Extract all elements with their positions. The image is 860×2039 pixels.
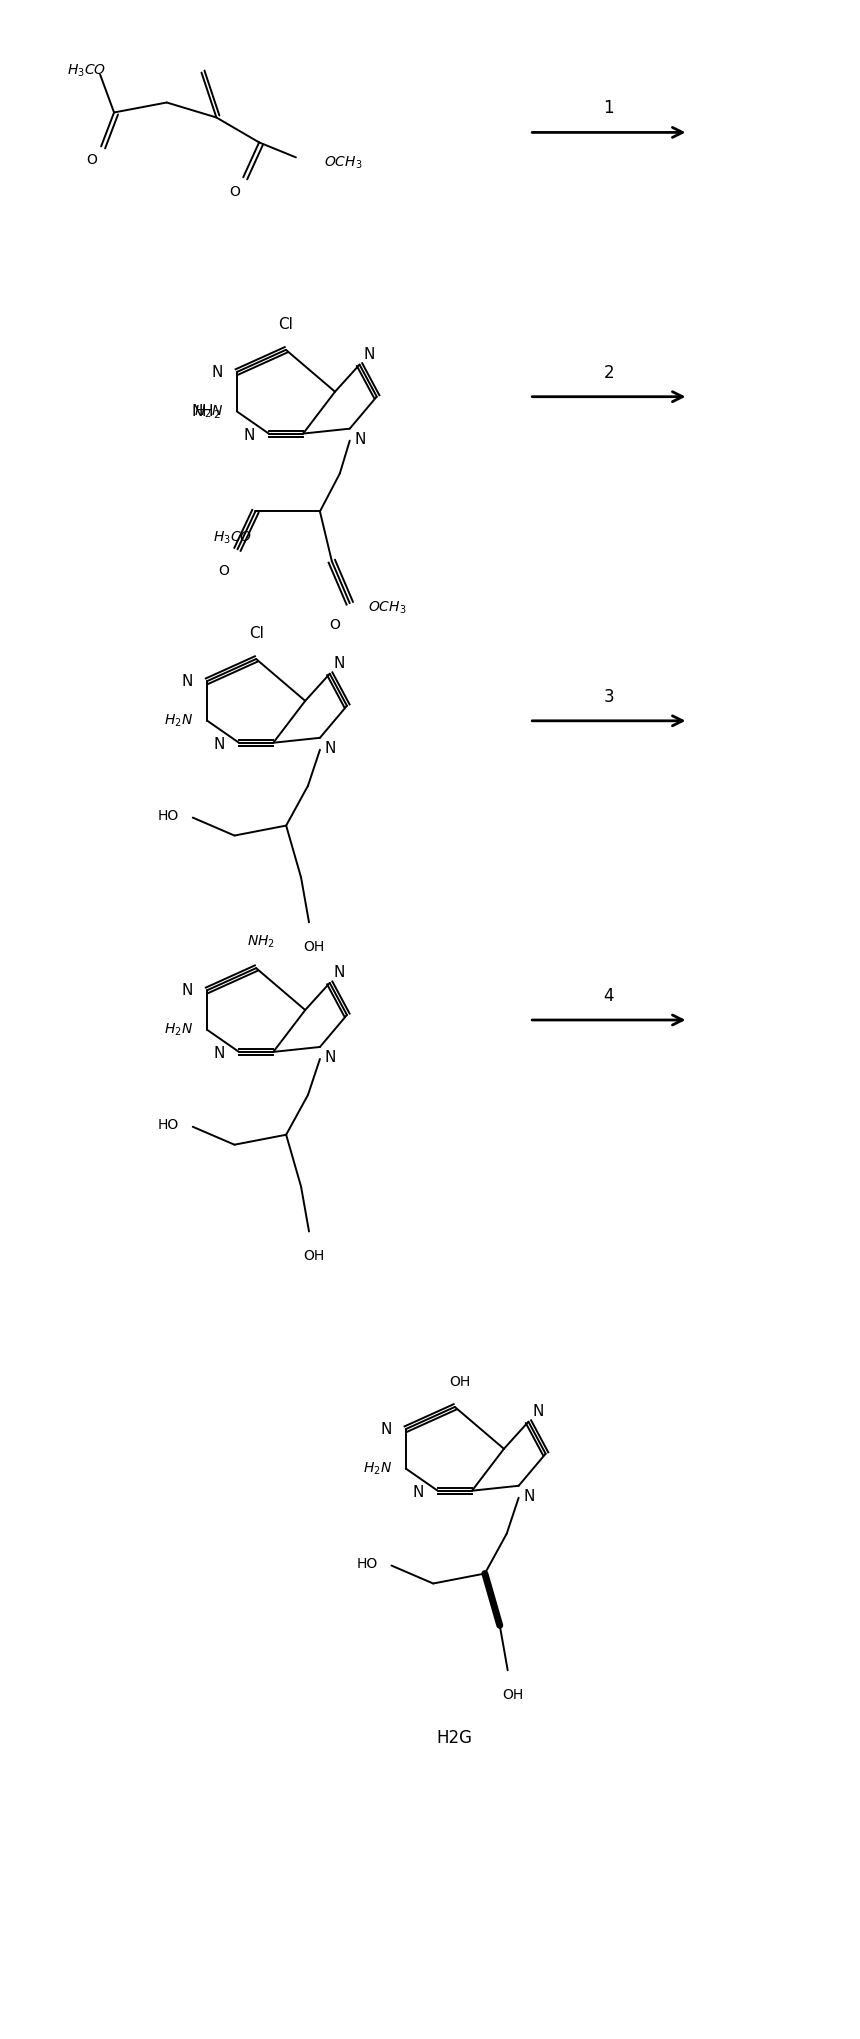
Text: N: N (325, 1050, 336, 1064)
Text: HO: HO (157, 1117, 179, 1132)
Text: $OCH_3$: $OCH_3$ (323, 155, 362, 171)
Text: 3: 3 (604, 687, 614, 705)
Text: 4: 4 (604, 987, 614, 1005)
Text: N: N (212, 365, 223, 379)
Text: N: N (325, 740, 336, 756)
Text: $H_3CO$: $H_3CO$ (67, 63, 107, 80)
Text: $H_2N$: $H_2N$ (363, 1460, 392, 1476)
Text: $H_3CO$: $H_3CO$ (213, 530, 252, 546)
Text: O: O (86, 153, 96, 167)
Text: OH: OH (304, 1250, 324, 1264)
Text: N: N (334, 964, 345, 981)
Text: N: N (354, 432, 366, 447)
Text: $H_2N$: $H_2N$ (194, 404, 223, 420)
Text: O: O (229, 186, 240, 200)
Text: N: N (213, 1046, 225, 1062)
Text: N: N (213, 738, 225, 752)
Text: N: N (181, 673, 194, 689)
Text: N: N (413, 1484, 424, 1501)
Text: $NH_2$: $NH_2$ (247, 934, 275, 950)
Text: Cl: Cl (249, 626, 263, 640)
Text: O: O (218, 565, 229, 579)
Text: N: N (380, 1421, 392, 1437)
Text: OH: OH (502, 1688, 523, 1703)
Text: OH: OH (449, 1374, 470, 1389)
Text: N: N (364, 347, 375, 363)
Text: N: N (181, 983, 194, 997)
Text: OH: OH (304, 940, 324, 954)
Text: N: N (524, 1488, 535, 1505)
Text: 1: 1 (604, 100, 614, 118)
Text: $H_2N$: $H_2N$ (164, 712, 194, 728)
Text: O: O (329, 618, 341, 632)
Text: N: N (243, 428, 255, 442)
Text: $H_2N$: $H_2N$ (164, 1022, 194, 1038)
Text: NH$_2$: NH$_2$ (191, 402, 221, 420)
Text: N: N (334, 657, 345, 671)
Text: HO: HO (356, 1556, 378, 1570)
Text: 2: 2 (604, 363, 614, 381)
Text: N: N (532, 1405, 544, 1419)
Text: Cl: Cl (279, 316, 293, 332)
Text: $OCH_3$: $OCH_3$ (367, 599, 406, 616)
Text: HO: HO (157, 809, 179, 822)
Text: H2G: H2G (437, 1729, 473, 1747)
